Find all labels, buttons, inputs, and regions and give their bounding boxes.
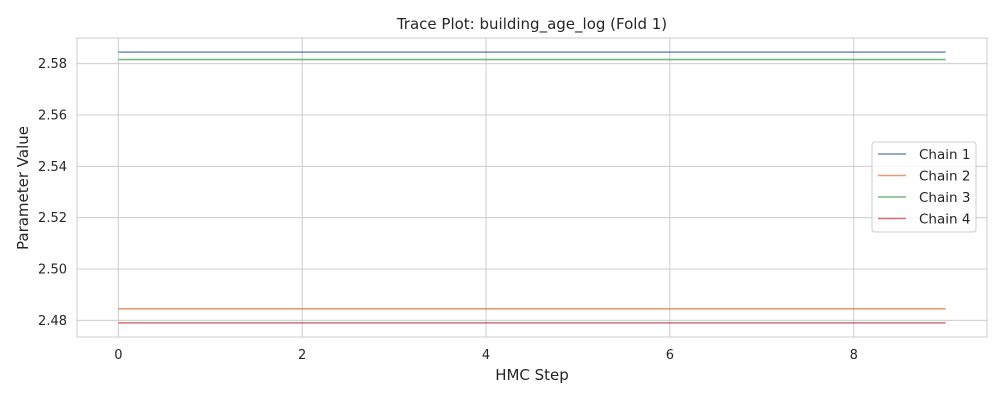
plot-frame <box>76 37 988 338</box>
y-tick-label: 2.50 <box>38 262 67 277</box>
x-tick-label: 2 <box>298 348 306 363</box>
y-tick-label: 2.54 <box>38 160 67 175</box>
y-tick-label: 2.52 <box>38 211 67 226</box>
x-tick-label: 0 <box>114 348 122 363</box>
x-tick-label: 4 <box>482 348 490 363</box>
y-tick-label: 2.48 <box>38 314 67 329</box>
y-tick-label: 2.58 <box>38 57 67 72</box>
legend-label-chain-1: Chain 1 <box>919 147 970 163</box>
chart-title: Trace Plot: building_age_log (Fold 1) <box>396 15 667 34</box>
tick-labels: 0 2 4 6 8 2.48 2.50 2.52 2.54 2.56 2.58 <box>38 57 858 363</box>
legend-label-chain-4: Chain 4 <box>919 212 970 228</box>
legend-label-chain-3: Chain 3 <box>919 190 970 206</box>
legend-box <box>871 141 977 233</box>
legend-label-chain-2: Chain 2 <box>919 169 970 185</box>
x-tick-label: 6 <box>666 348 674 363</box>
series-lines <box>118 51 946 324</box>
legend: Chain 1 Chain 2 Chain 3 Chain 4 <box>871 141 977 233</box>
x-axis-label: HMC Step <box>495 366 569 384</box>
grid <box>77 38 987 337</box>
x-tick-label: 8 <box>850 348 858 363</box>
y-tick-label: 2.56 <box>38 108 67 123</box>
y-axis-label: Parameter Value <box>14 126 32 250</box>
